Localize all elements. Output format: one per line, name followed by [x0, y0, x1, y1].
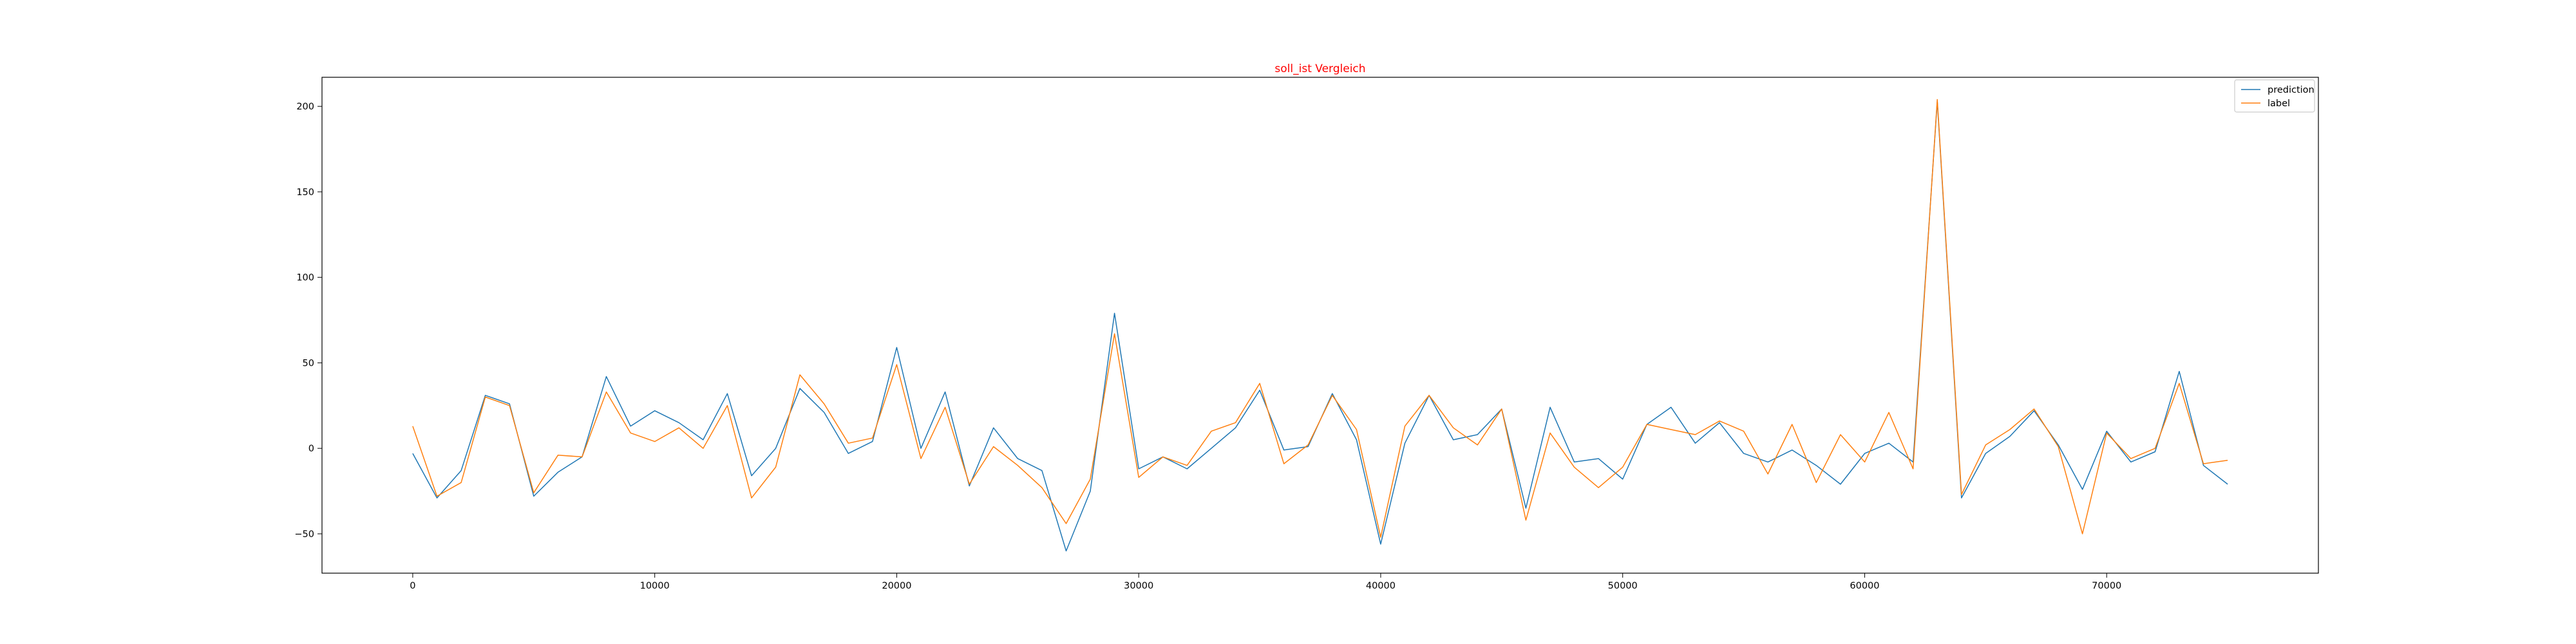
x-tick-label: 50000 [1608, 581, 1638, 591]
y-tick-label: 200 [296, 102, 314, 112]
y-tick-label: 50 [303, 358, 314, 368]
chart-title: soll_ist Vergleich [1274, 62, 1365, 75]
x-tick-label: 30000 [1124, 581, 1153, 591]
x-tick-label: 40000 [1366, 581, 1396, 591]
x-tick-label: 10000 [640, 581, 670, 591]
x-tick-label: 60000 [1850, 581, 1879, 591]
series-line-prediction [412, 100, 2228, 552]
x-tick-label: 70000 [2092, 581, 2121, 591]
x-tick-label: 0 [410, 581, 415, 591]
legend-frame [2234, 79, 2315, 113]
y-tick-label: 100 [296, 273, 314, 283]
y-tick-label: 0 [308, 444, 314, 454]
legend-label-prediction: prediction [2268, 85, 2315, 95]
legend-label-label: label [2268, 99, 2290, 109]
plot-frame [321, 77, 2319, 574]
series-layer [412, 99, 2228, 552]
legend: prediction label [2234, 79, 2315, 113]
x-tick-label: 20000 [882, 581, 911, 591]
axes-layer: 0 10000 20000 30000 40000 50000 60000 70000 −50 0… [294, 77, 2319, 591]
series-line-label [412, 99, 2228, 538]
y-tick-label: −50 [294, 529, 314, 540]
y-tick-label: 150 [296, 187, 314, 198]
